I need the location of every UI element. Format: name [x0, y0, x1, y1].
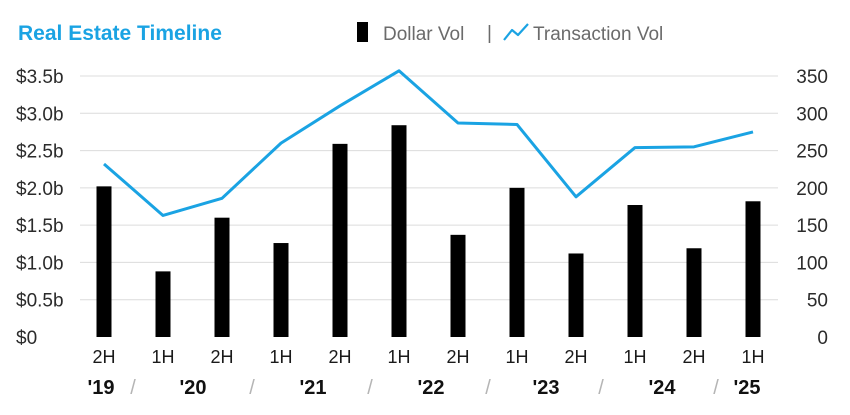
transaction-vol-line — [103, 69, 754, 217]
dollar-vol-bar — [509, 187, 525, 337]
left-tick-label: $0 — [16, 328, 37, 349]
year-separator: / — [598, 377, 604, 399]
left-axis: $0 $0.5b $1.0b $1.5b $2.0b $2.5b $3.0b $3.5b — [16, 67, 64, 349]
left-tick-label: $3.0b — [16, 104, 64, 125]
dollar-vol-bar — [155, 271, 171, 337]
x-tick-label: 2H — [564, 347, 587, 367]
year-label: '21 — [299, 377, 326, 399]
x-tick-label: 1H — [387, 347, 410, 367]
left-tick-label: $1.5b — [16, 216, 64, 237]
year-label: '22 — [417, 377, 444, 399]
year-label: '20 — [179, 377, 206, 399]
x-tick-label: 2H — [446, 347, 469, 367]
transaction-vol-series — [103, 69, 754, 217]
dollar-vol-bar — [450, 234, 466, 337]
dollar-vol-bar — [96, 186, 112, 337]
dollar-vol-bar — [568, 253, 584, 337]
year-label: '24 — [648, 377, 676, 399]
x-tick-label: 1H — [623, 347, 646, 367]
legend: Dollar Vol | Transaction Vol — [357, 22, 663, 45]
legend-transaction-vol: Transaction Vol — [533, 24, 663, 45]
dollar-vol-bars — [96, 125, 761, 338]
dollar-vol-bar — [332, 143, 348, 337]
legend-separator: | — [487, 23, 492, 44]
year-label: '19 — [87, 377, 114, 399]
right-tick-label: 200 — [796, 179, 828, 200]
dollar-vol-bar — [686, 248, 702, 337]
year-separator: / — [485, 377, 491, 399]
left-tick-label: $2.5b — [16, 142, 64, 163]
left-tick-label: $1.0b — [16, 253, 64, 274]
year-separator: / — [249, 377, 255, 399]
year-separator: / — [367, 377, 373, 399]
year-label: '23 — [532, 377, 559, 399]
x-tick-label: 2H — [682, 347, 705, 367]
year-label: '25 — [733, 377, 760, 399]
x-tick-label: 1H — [505, 347, 528, 367]
chart-title: Real Estate Timeline — [18, 22, 222, 45]
year-separator: / — [713, 377, 719, 399]
dollar-vol-bar — [214, 217, 230, 337]
right-tick-label: 150 — [796, 216, 828, 237]
right-tick-label: 100 — [796, 253, 828, 274]
dollar-vol-bar — [273, 243, 289, 337]
legend-bar-swatch — [357, 22, 368, 42]
left-tick-label: $2.0b — [16, 179, 64, 200]
right-tick-label: 250 — [796, 142, 828, 163]
x-tick-label: 1H — [151, 347, 174, 367]
right-tick-label: 0 — [817, 328, 828, 349]
left-tick-label: $0.5b — [16, 291, 64, 312]
x-tick-label: 2H — [328, 347, 351, 367]
dollar-vol-bar — [745, 201, 761, 337]
x-tick-label: 2H — [210, 347, 233, 367]
year-axis: '19 '20 '21 '22 '23 '24 '25 / / / / / / — [87, 377, 760, 399]
gridlines — [80, 75, 778, 301]
legend-dollar-vol: Dollar Vol — [383, 24, 464, 45]
dollar-vol-bar — [627, 205, 643, 337]
right-tick-label: 350 — [796, 67, 828, 88]
x-tick-label: 1H — [741, 347, 764, 367]
legend-line-swatch — [503, 23, 529, 41]
right-axis: 0 50 100 150 200 250 300 350 — [796, 67, 828, 349]
right-tick-label: 300 — [796, 104, 828, 125]
left-tick-label: $3.5b — [16, 67, 64, 88]
x-tick-label: 2H — [92, 347, 115, 367]
year-separator: / — [130, 377, 136, 399]
x-tick-label: 1H — [269, 347, 292, 367]
x-axis: 2H 1H 2H 1H 2H 1H 2H 1H 2H 1H 2H 1H — [92, 347, 764, 367]
dollar-vol-bar — [391, 125, 407, 338]
right-tick-label: 50 — [807, 291, 828, 312]
